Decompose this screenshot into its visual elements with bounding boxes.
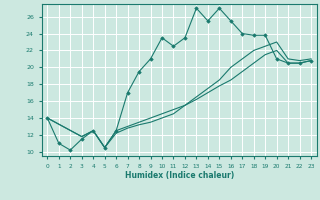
X-axis label: Humidex (Indice chaleur): Humidex (Indice chaleur): [124, 171, 234, 180]
